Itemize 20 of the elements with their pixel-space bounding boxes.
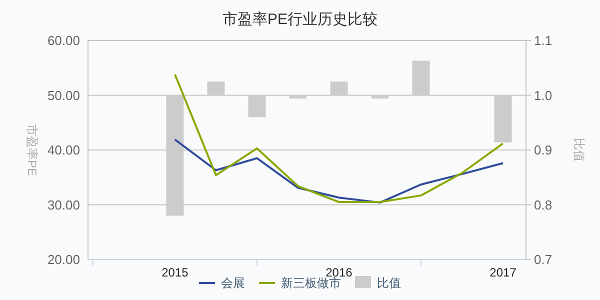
legend-label: 新三板做市 xyxy=(281,276,341,290)
y-tick-label: 40.00 xyxy=(47,142,80,158)
y2-tick-label: 0.8 xyxy=(534,197,552,212)
legend-label: 比值 xyxy=(377,276,401,290)
y-tick-label: 60.00 xyxy=(47,33,80,48)
y-tick-label: 20.00 xyxy=(47,252,80,267)
line-series xyxy=(174,73,504,204)
y2-tick-label: 1.1 xyxy=(534,33,552,48)
y-axis-title: 市盈率PE xyxy=(25,124,39,176)
y-tick-label: 50.00 xyxy=(47,88,80,103)
y2-axis-title: 比值 xyxy=(572,138,586,162)
y-tick-label: 30.00 xyxy=(47,197,80,212)
chart-title: 市盈率PE行业历史比较 xyxy=(222,11,378,28)
y2-tick-label: 1.0 xyxy=(534,88,552,103)
x-tick-label: 2015 xyxy=(162,266,189,280)
x-tick-label: 2017 xyxy=(490,266,517,280)
legend-label: 会展 xyxy=(221,276,245,290)
line-series xyxy=(174,138,504,204)
y2-tick-label: 0.9 xyxy=(534,142,552,158)
y2-tick-label: 0.7 xyxy=(534,252,552,267)
